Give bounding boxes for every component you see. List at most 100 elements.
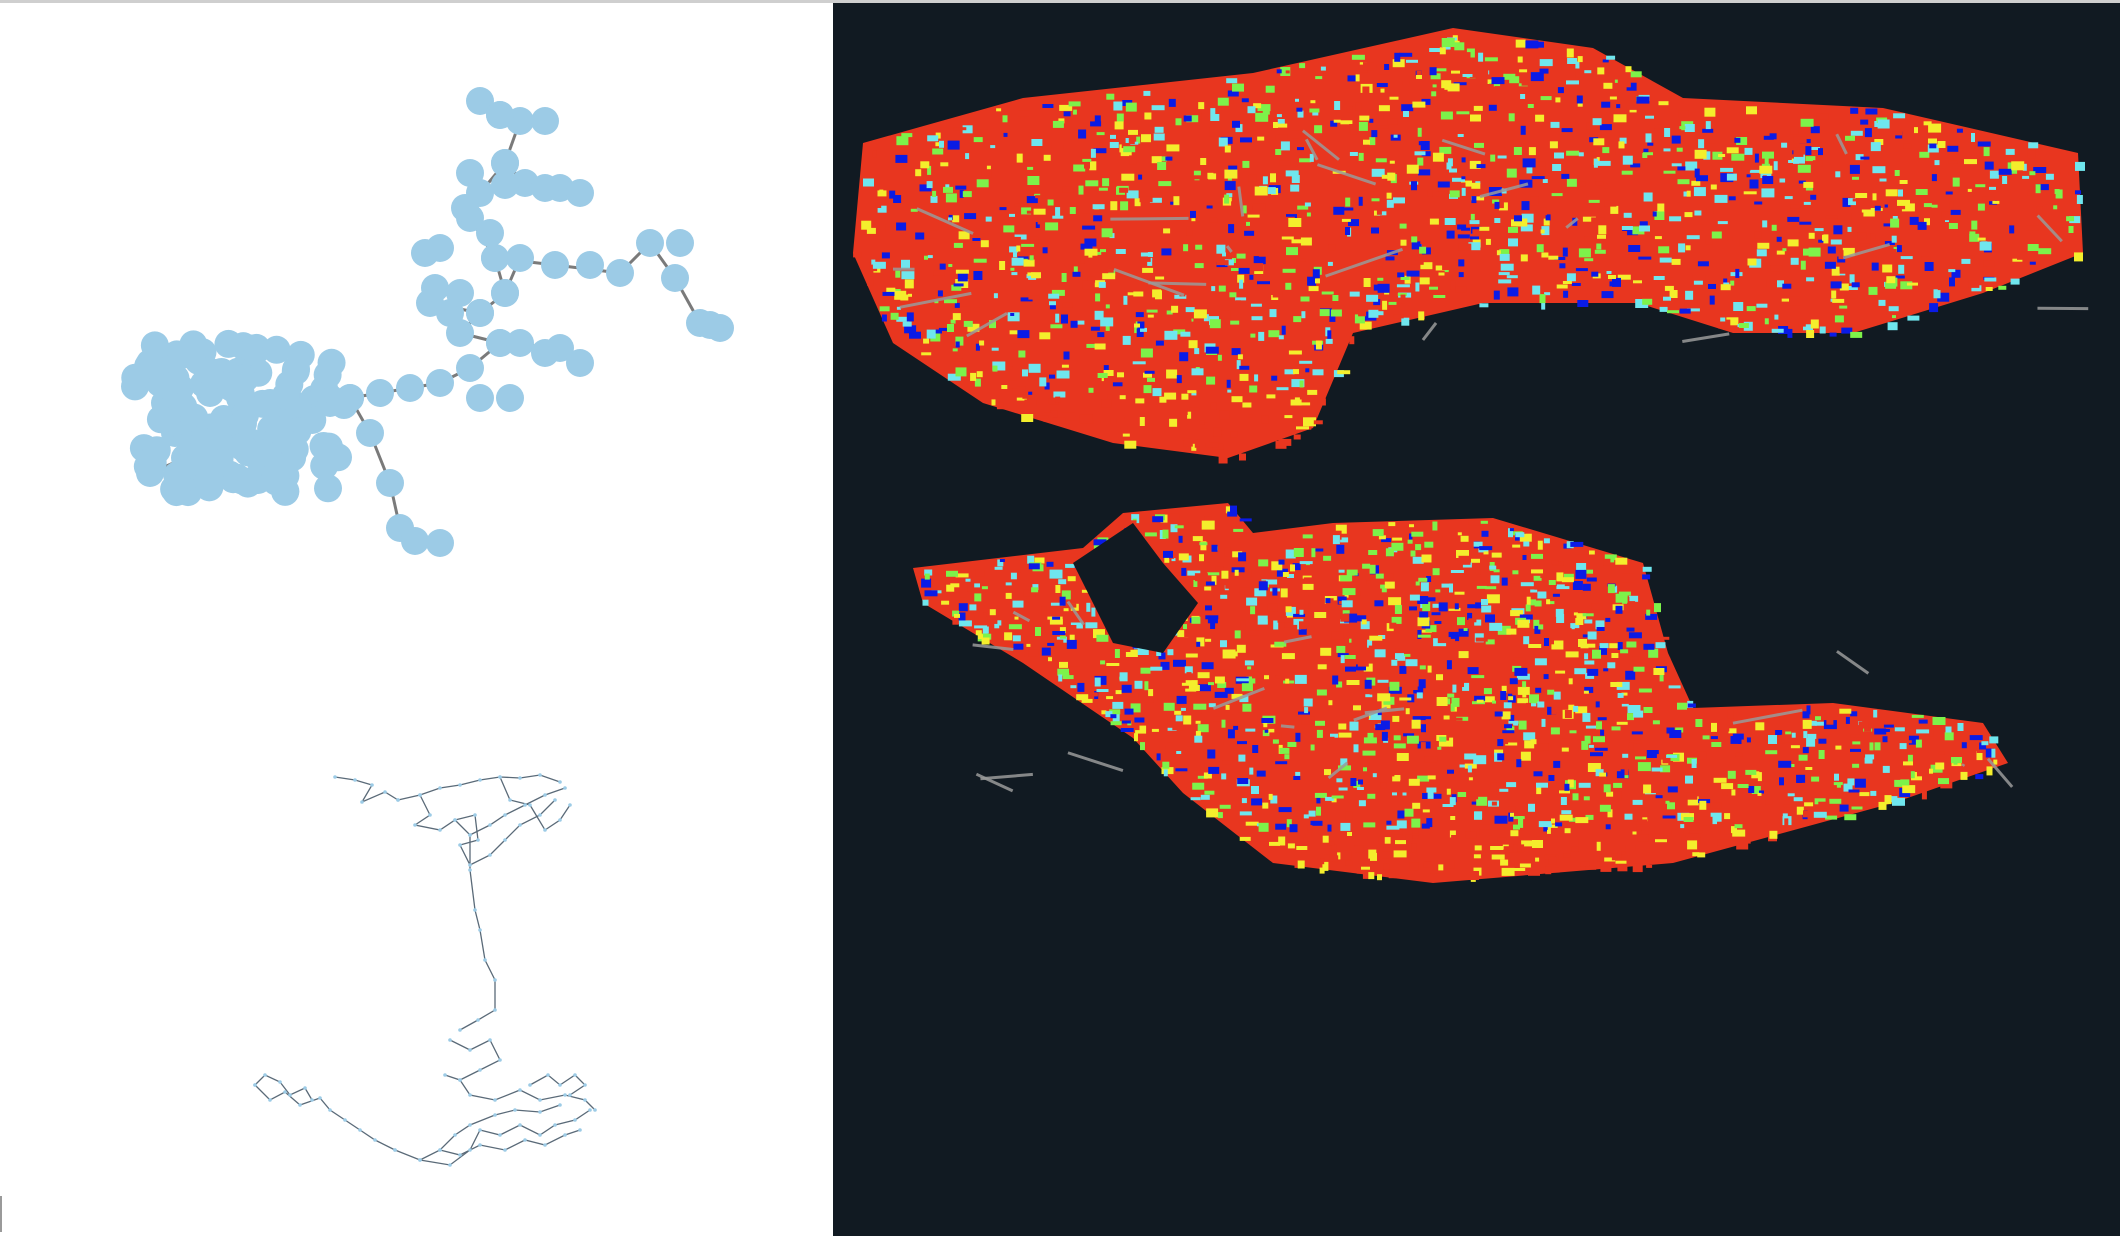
cloud-point [1216, 244, 1226, 254]
cloud-point [1069, 634, 1075, 641]
cloud-point [1679, 308, 1691, 314]
cloud-point [1536, 836, 1542, 843]
cloud-point [1839, 305, 1848, 309]
cloud-point [1800, 118, 1814, 127]
cloud-point [1084, 159, 1090, 169]
cloud-point [896, 136, 909, 146]
cloud-point [1618, 591, 1631, 596]
cloud-point [1404, 808, 1414, 817]
cloud-point [1031, 299, 1040, 304]
point-cloud-viewer[interactable] [833, 3, 2120, 1236]
trajectory-segment [1479, 182, 1529, 199]
cloud-point [1584, 569, 1593, 574]
cloud-point [1521, 840, 1533, 847]
cloud-point [1643, 152, 1653, 156]
cloud-point [1199, 554, 1204, 562]
cloud-point [1194, 348, 1200, 355]
cloud-point [1344, 637, 1350, 646]
cloud-point [975, 569, 985, 577]
cloud-point [1531, 553, 1543, 559]
cloud-point [1791, 732, 1796, 738]
cloud-point [1144, 112, 1152, 120]
cloud-point [1281, 325, 1286, 335]
cloud-point [1047, 199, 1054, 206]
cloud-point [981, 637, 990, 645]
cloud-point [1013, 252, 1017, 258]
cloud-point [1485, 238, 1491, 245]
cloud-point [955, 367, 967, 377]
cloud-point [1620, 697, 1631, 704]
cloud-point [1542, 793, 1549, 798]
graph-panel-bottom[interactable] [0, 630, 833, 1236]
cloud-point [1720, 317, 1726, 322]
cloud-point [1194, 263, 1204, 269]
cloud-point [1805, 767, 1813, 770]
cloud-point [1704, 143, 1717, 152]
cloud-point [1377, 693, 1391, 702]
cloud-point [1805, 156, 1816, 162]
cloud-point [1049, 569, 1063, 579]
cloud-point [1389, 96, 1399, 100]
cloud-point [1204, 516, 1212, 524]
cloud-point [1825, 215, 1838, 219]
cloud-point [1358, 800, 1366, 807]
cloud-point [1575, 618, 1584, 625]
cloud-point [1948, 269, 1956, 273]
cloud-point [1687, 796, 1699, 806]
cloud-point [1723, 278, 1728, 283]
cloud-point [1561, 747, 1569, 752]
cloud-point [1829, 332, 1837, 337]
cloud-point [1844, 814, 1857, 821]
topological-graph[interactable] [0, 3, 833, 630]
pose-edge [334, 776, 399, 804]
cloud-point [1950, 209, 1961, 215]
cloud-point [1617, 78, 1631, 88]
trajectory-segment [966, 311, 1008, 338]
pose-graph[interactable] [0, 630, 833, 1236]
trajectory-segment [975, 772, 1014, 793]
cloud-point [1017, 330, 1030, 339]
cloud-point [1018, 350, 1026, 358]
cloud-point [1270, 173, 1276, 183]
cloud-point [2009, 225, 2015, 234]
cloud-point [1050, 324, 1063, 329]
cloud-point [1165, 156, 1173, 161]
cloud-point [1332, 295, 1339, 301]
cloud-point [1513, 868, 1526, 871]
cloud-point [1967, 731, 1981, 737]
cloud-point [1588, 744, 1594, 748]
pose-node [498, 1058, 502, 1062]
trajectory-segment [1732, 708, 1803, 725]
cloud-point [1548, 580, 1556, 585]
cloud-point [927, 255, 933, 259]
cloud-point [1782, 248, 1787, 252]
cloud-point [1705, 235, 1713, 245]
cloud-point [1635, 299, 1649, 308]
cloud-point [1185, 653, 1198, 658]
cloud-point [1468, 242, 1481, 251]
cloud-point [1248, 414, 1253, 418]
cloud-point [959, 306, 971, 313]
cloud-point [1163, 769, 1168, 777]
cloud-point [1422, 809, 1430, 813]
graph-panel-top[interactable] [0, 3, 833, 630]
cloud-point [1314, 125, 1323, 134]
cloud-point [1433, 295, 1446, 298]
cloud-point [1532, 166, 1546, 174]
cloud-point [1871, 262, 1879, 271]
cloud-point [1312, 110, 1319, 116]
cloud-point [1261, 415, 1269, 424]
cloud-point [1383, 573, 1394, 583]
cloud-point [1968, 280, 1980, 288]
point-cloud-canvas[interactable] [833, 3, 2120, 1236]
cloud-point [1340, 758, 1348, 768]
cloud-point [1337, 370, 1351, 375]
cloud-point [1520, 224, 1533, 232]
trajectory-segment [1682, 332, 1730, 343]
cloud-point [1221, 719, 1226, 728]
cloud-point [2045, 173, 2054, 180]
cloud-point [1575, 69, 1585, 78]
cloud-point [1509, 714, 1515, 721]
cloud-point [1769, 830, 1778, 839]
cloud-point [1246, 676, 1256, 684]
